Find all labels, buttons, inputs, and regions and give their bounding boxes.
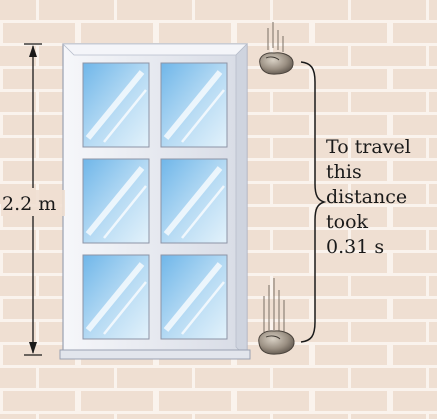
arrow-down-icon xyxy=(29,342,37,354)
rock-icon xyxy=(258,330,295,355)
height-label: 2.2 m xyxy=(2,193,56,215)
window xyxy=(59,43,251,360)
height-dimension xyxy=(24,43,42,356)
annotation-line: 0.31 s xyxy=(326,236,384,258)
motion-lines xyxy=(267,22,284,52)
rock-shading xyxy=(265,335,281,340)
rock-top xyxy=(259,22,294,75)
annotation-text: To travel this distance took 0.31 s xyxy=(326,136,417,258)
rock-bottom xyxy=(258,278,295,355)
height-label-backdrop xyxy=(1,190,65,216)
rock-shading xyxy=(265,56,280,61)
glass-reflections xyxy=(85,70,225,335)
annotation-line: took xyxy=(326,211,369,233)
annotation-line: To travel xyxy=(326,136,411,158)
window-sill xyxy=(59,349,251,360)
annotation-line: this xyxy=(326,161,362,183)
curly-brace-icon xyxy=(300,61,327,343)
arrow-up-icon xyxy=(29,45,37,57)
window-frame-bevel-right xyxy=(235,43,248,359)
rock-icon xyxy=(259,52,294,75)
motion-lines xyxy=(263,278,285,334)
window-frame-bevel xyxy=(62,43,248,56)
annotation-line: distance xyxy=(326,186,407,208)
